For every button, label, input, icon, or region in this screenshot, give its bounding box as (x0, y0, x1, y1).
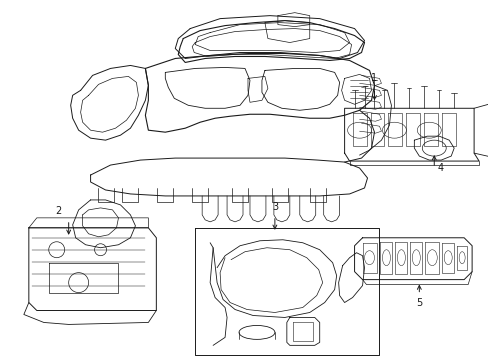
Text: 4: 4 (436, 163, 443, 173)
Text: 2: 2 (56, 206, 61, 216)
Text: 5: 5 (415, 298, 422, 307)
Text: 3: 3 (271, 202, 277, 212)
Text: 1: 1 (371, 73, 377, 84)
